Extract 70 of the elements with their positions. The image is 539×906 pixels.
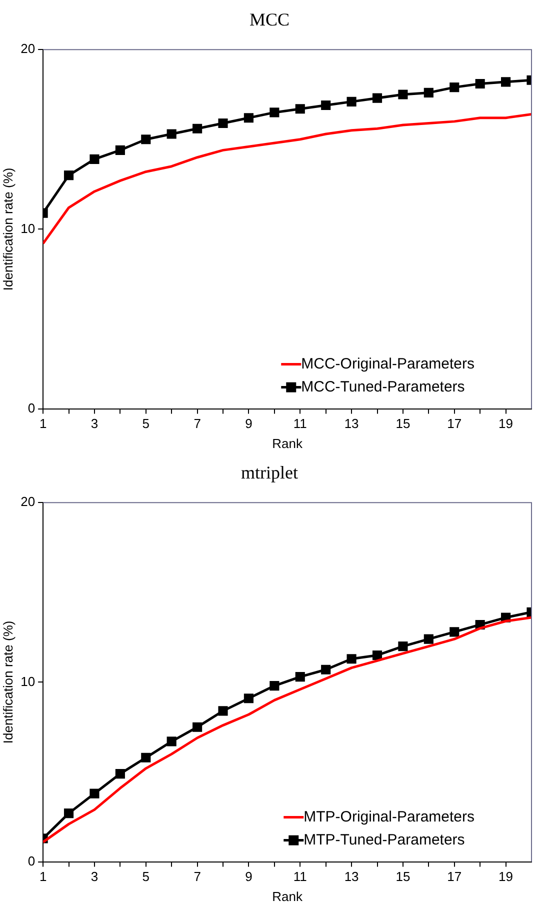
x-tick-label: 9 bbox=[245, 416, 252, 432]
x-tick-label: 5 bbox=[142, 869, 150, 884]
legend-label: MCC-Original-Parameters bbox=[301, 355, 475, 372]
x-tick-label: 3 bbox=[90, 416, 98, 432]
point bbox=[166, 129, 176, 139]
point bbox=[192, 722, 202, 732]
x-tick-label: 11 bbox=[293, 416, 307, 432]
x-tick-label: 1 bbox=[39, 416, 47, 432]
chart-title: mtriplet bbox=[241, 462, 298, 483]
x-tick-label: 15 bbox=[396, 869, 410, 884]
x-tick-label: 7 bbox=[194, 869, 201, 884]
point bbox=[244, 113, 254, 123]
point bbox=[501, 77, 511, 87]
y-tick-label: 10 bbox=[20, 674, 36, 689]
point bbox=[398, 641, 408, 652]
y-tick-label: 0 bbox=[28, 400, 36, 416]
legend-label: MCC-Tuned-Parameters bbox=[301, 378, 465, 396]
point bbox=[424, 634, 434, 644]
point bbox=[64, 170, 74, 180]
point bbox=[115, 769, 125, 779]
point bbox=[321, 664, 331, 674]
x-tick-label: 1 bbox=[39, 869, 47, 884]
point bbox=[115, 145, 125, 155]
point bbox=[346, 654, 356, 664]
point bbox=[424, 88, 434, 98]
x-tick-label: 19 bbox=[498, 869, 514, 884]
point bbox=[244, 694, 254, 704]
point bbox=[90, 788, 100, 798]
legend-label: MTP-Original-Parameters bbox=[304, 808, 475, 826]
point bbox=[450, 627, 460, 637]
point bbox=[270, 108, 280, 118]
x-axis-title: Rank bbox=[272, 436, 303, 451]
point bbox=[141, 134, 151, 144]
point bbox=[321, 100, 331, 110]
legend-label: MTP-Tuned-Parameters bbox=[304, 831, 465, 848]
point bbox=[295, 672, 305, 682]
y-tick-label: 10 bbox=[20, 220, 36, 236]
x-tick-label: 11 bbox=[293, 869, 307, 884]
x-tick-label: 17 bbox=[447, 416, 462, 432]
y-tick-label: 0 bbox=[28, 853, 36, 868]
x-tick-label: 5 bbox=[142, 416, 150, 432]
x-tick-label: 19 bbox=[498, 416, 514, 432]
point bbox=[90, 154, 100, 164]
point bbox=[192, 124, 202, 134]
point bbox=[372, 93, 382, 103]
x-tick-label: 15 bbox=[396, 416, 410, 432]
y-axis-title: Identification rate (%) bbox=[0, 620, 16, 744]
y-tick-label: 20 bbox=[20, 41, 36, 56]
point bbox=[270, 681, 280, 691]
point bbox=[295, 104, 305, 114]
point bbox=[398, 90, 408, 100]
y-axis-title: Identification rate (%) bbox=[0, 168, 16, 291]
x-axis-title: Rank bbox=[272, 888, 303, 904]
x-tick-label: 3 bbox=[90, 869, 98, 884]
point bbox=[218, 706, 228, 716]
x-tick-label: 9 bbox=[245, 869, 252, 884]
point bbox=[346, 96, 356, 106]
x-tick-label: 13 bbox=[344, 869, 359, 884]
point bbox=[64, 808, 74, 818]
point bbox=[475, 78, 485, 89]
x-tick-label: 7 bbox=[194, 416, 201, 432]
y-tick-label: 20 bbox=[20, 494, 36, 510]
chart-title: MCC bbox=[249, 10, 290, 30]
point bbox=[166, 736, 176, 746]
point bbox=[450, 82, 460, 92]
x-tick-label: 17 bbox=[447, 869, 462, 884]
x-tick-label: 13 bbox=[344, 416, 359, 432]
point bbox=[218, 118, 228, 128]
point bbox=[372, 650, 382, 660]
point bbox=[141, 752, 151, 762]
